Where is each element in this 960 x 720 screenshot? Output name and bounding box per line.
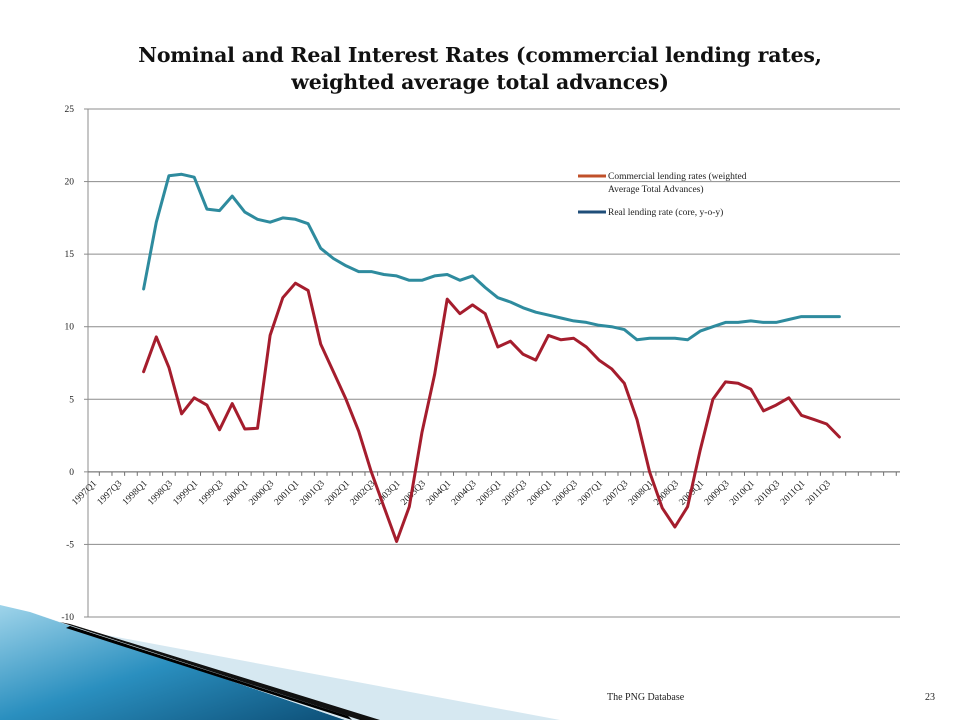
y-tick-label: 20: [65, 178, 75, 188]
x-tick-label: 1997Q3: [96, 479, 125, 508]
x-tick-label: 1999Q3: [197, 479, 226, 508]
x-tick-label: 1998Q1: [121, 479, 150, 508]
x-tick-label: 2011Q1: [779, 479, 808, 508]
decoration-black-wedge-2: [66, 626, 352, 720]
x-tick-label: 1999Q1: [172, 479, 201, 508]
chart-title: Nominal and Real Interest Rates (commerc…: [120, 42, 840, 96]
x-tick-label: 1997Q1: [70, 479, 99, 508]
legend-label-line: Commercial lending rates (weighted: [608, 171, 747, 182]
y-tick-label: -5: [66, 540, 74, 550]
x-tick-label: 2000Q3: [247, 479, 276, 508]
x-tick-label: 2005Q1: [475, 479, 504, 508]
x-tick-label: 2000Q1: [222, 479, 251, 508]
x-tick-label: 2008Q1: [627, 479, 656, 508]
y-tick-label: 25: [65, 105, 75, 115]
y-tick-label: 10: [65, 323, 75, 333]
x-tick-label: 2007Q3: [602, 479, 631, 508]
x-tick-label: 2002Q1: [323, 479, 352, 508]
x-tick-label: 2006Q3: [551, 479, 580, 508]
plot-area: 2520151050-5-101997Q11997Q31998Q11998Q31…: [61, 105, 900, 623]
x-tick-label: 2004Q3: [450, 479, 479, 508]
y-tick-label: 0: [69, 468, 74, 478]
series-line-nominal-rate: [142, 281, 841, 543]
x-tick-label: 2007Q1: [576, 479, 605, 508]
y-tick-label: -10: [61, 613, 74, 623]
x-tick-label: 2002Q3: [349, 479, 378, 508]
x-tick-label: 2009Q3: [703, 479, 732, 508]
decoration-black-wedge: [60, 622, 380, 720]
series-line-real-rate: [142, 172, 841, 342]
y-tick-label: 5: [69, 395, 74, 405]
legend: Commercial lending rates (weighted Averag…: [578, 171, 747, 218]
x-tick-label: 2006Q1: [526, 479, 555, 508]
y-tick-label: 15: [65, 250, 75, 260]
x-tick-label: 2004Q1: [425, 479, 454, 508]
legend-label: Real lending rate (core, y-o-y): [608, 207, 723, 218]
x-tick-label: 1998Q3: [146, 479, 175, 508]
footer-source: The PNG Database: [607, 692, 685, 703]
legend-label-line: Average Total Advances): [608, 184, 704, 195]
slide-decoration: [0, 605, 560, 720]
x-tick-label: 2001Q1: [273, 479, 302, 508]
legend-label-line: Real lending rate (core, y-o-y): [608, 207, 723, 218]
x-tick-label: 2001Q3: [298, 479, 327, 508]
x-tick-label: 2010Q1: [728, 479, 757, 508]
x-tick-label: 2011Q3: [804, 479, 833, 508]
x-tick-label: 2005Q3: [500, 479, 529, 508]
x-tick-label: 2010Q3: [753, 479, 782, 508]
page-number: 23: [925, 692, 935, 703]
legend-label: Commercial lending rates (weighted Averag…: [608, 171, 747, 195]
decoration-blue-wedge: [0, 605, 345, 720]
chart-title-line-1: Nominal and Real Interest Rates (commerc…: [138, 43, 822, 67]
chart-title-line-2: weighted average total advances): [291, 70, 669, 94]
